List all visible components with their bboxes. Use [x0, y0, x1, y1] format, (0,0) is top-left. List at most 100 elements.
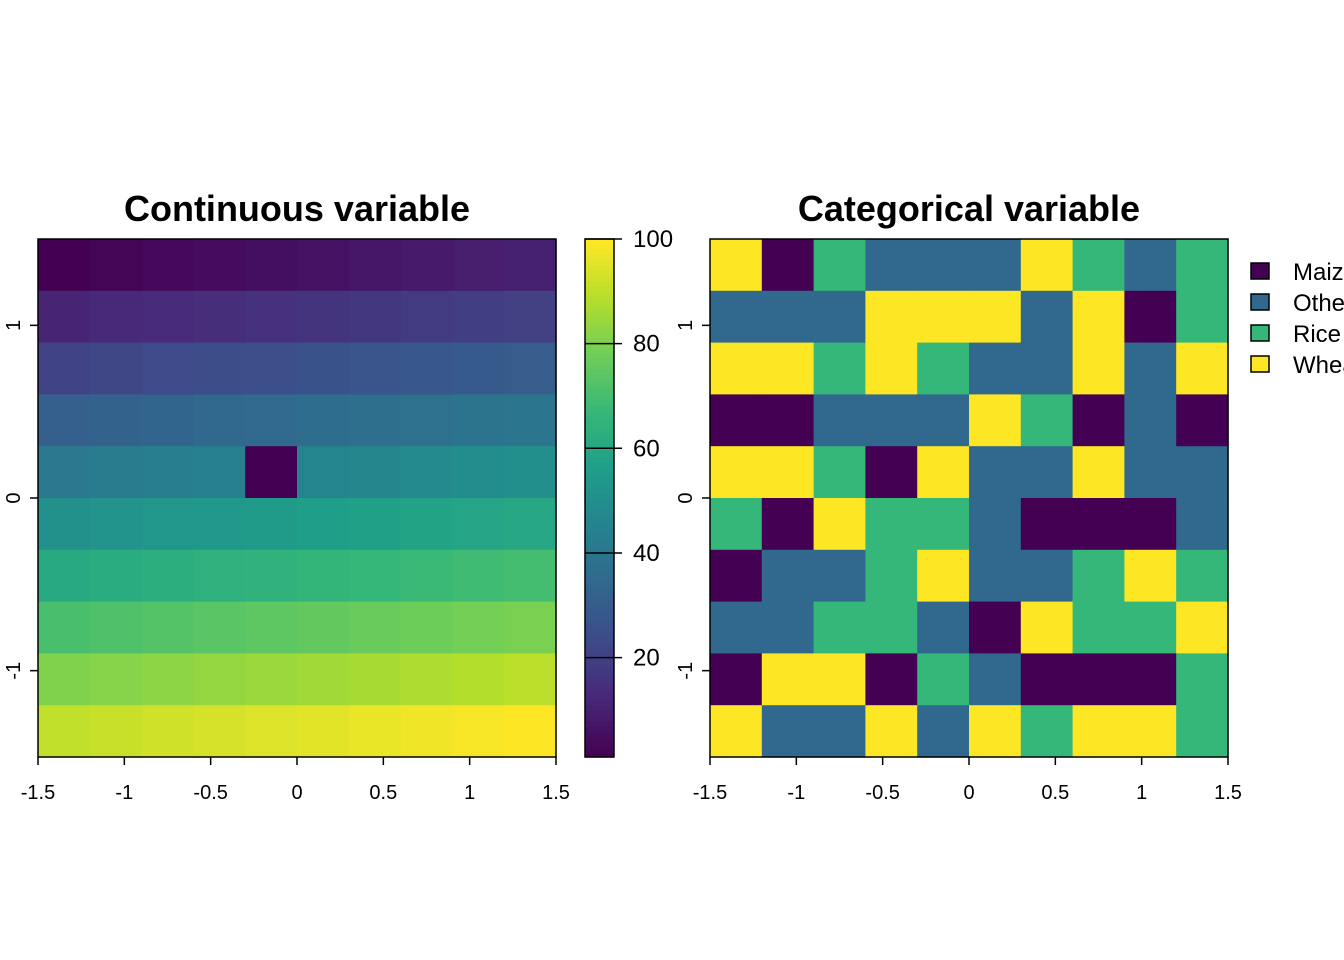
heatmap-cell	[1020, 342, 1074, 395]
heatmap-cell	[969, 705, 1022, 758]
colorbar-segment	[585, 415, 614, 421]
heatmap-cell	[969, 601, 1022, 654]
heatmap-cell	[245, 498, 298, 551]
heatmap-cell	[89, 601, 143, 654]
colorbar-segment	[585, 295, 614, 302]
heatmap-cell	[865, 290, 918, 344]
heatmap-cell	[245, 342, 298, 395]
heatmap-cell	[141, 549, 194, 603]
colorbar-segment	[585, 347, 614, 354]
colorbar-segment	[585, 591, 614, 598]
heatmap-cell	[400, 498, 453, 551]
colorbar-segment	[585, 332, 614, 339]
heatmap-cell	[1124, 342, 1177, 395]
colorbar-segment	[585, 409, 614, 416]
heatmap-cell	[141, 705, 194, 758]
heatmap-cell	[969, 239, 1022, 292]
colorbar-tick-label: 100	[633, 226, 673, 253]
heatmap-cell	[193, 653, 246, 706]
heatmap-cell	[761, 239, 815, 292]
heatmap-cell	[1072, 653, 1125, 706]
heatmap-cell	[504, 290, 557, 344]
heatmap-cell	[1176, 342, 1229, 395]
heatmap-cell	[504, 601, 557, 654]
x-tick-label: -0.5	[865, 782, 899, 804]
colorbar-segment	[585, 674, 614, 680]
heatmap-cell	[917, 498, 970, 551]
heatmap-cell	[1020, 601, 1074, 654]
colorbar-segment	[585, 534, 614, 541]
colorbar-tick-label: 60	[633, 435, 660, 462]
legend-label: Maize	[1293, 259, 1344, 286]
x-tick-label: -1.5	[693, 782, 727, 804]
continuous-heatmap: -1.5 -1 -0.5 0 0.5 1 1.5 -1 0 1	[3, 238, 570, 804]
heatmap-cell	[1020, 498, 1074, 551]
heatmap-cell	[141, 342, 194, 395]
heatmap-cell	[193, 239, 246, 292]
heatmap-cell	[917, 601, 970, 654]
colorbar-segment	[585, 368, 614, 375]
heatmap-cell	[761, 705, 815, 758]
x-tick-label: 1.5	[542, 782, 570, 804]
colorbar-segment	[585, 363, 614, 370]
heatmap-cell	[761, 290, 815, 344]
heatmap-cell	[761, 342, 815, 395]
colorbar-segment	[585, 327, 614, 333]
colorbar-segment	[585, 643, 614, 649]
colorbar-segment	[585, 477, 614, 484]
heatmap-cell	[193, 705, 246, 758]
colorbar-segment	[585, 285, 614, 292]
categorical-heatmap: -1.5 -1 -0.5 0 0.5 1 1.5 -1 0 1	[675, 238, 1242, 804]
heatmap-cell	[193, 290, 246, 344]
colorbar-segment	[585, 311, 614, 318]
colorbar-segment	[585, 684, 614, 691]
legend-swatch	[1250, 262, 1270, 280]
heatmap-cell	[1020, 705, 1074, 758]
heatmap-cell	[917, 239, 970, 292]
heatmap-cell	[710, 601, 763, 654]
colorbar-segment	[585, 321, 614, 328]
colorbar-segment	[585, 503, 614, 509]
heatmap-cell	[89, 653, 143, 706]
heatmap-cell	[917, 705, 970, 758]
colorbar-segment	[585, 389, 614, 395]
heatmap-cell	[813, 705, 866, 758]
x-tick-label: 1	[464, 782, 475, 804]
colorbar-segment	[585, 565, 614, 572]
heatmap-cell	[193, 601, 246, 654]
colorbar: 20 40 60 80 100	[584, 226, 673, 758]
heatmap-cell	[348, 549, 402, 603]
heatmap-cell	[38, 394, 91, 447]
colorbar-segment	[585, 280, 614, 287]
heatmap-cell	[917, 290, 970, 344]
x-tick-label: -1	[115, 782, 133, 804]
heatmap-cell	[917, 549, 970, 603]
colorbar-segment	[585, 720, 614, 727]
colorbar-segment	[585, 554, 614, 561]
colorbar-segment	[585, 746, 614, 753]
x-tick-label: 0	[963, 782, 974, 804]
heatmap-cell	[400, 653, 453, 706]
heatmap-cell	[813, 239, 866, 292]
heatmap-cell	[348, 601, 402, 654]
colorbar-segment	[585, 394, 614, 401]
colorbar-segment	[585, 270, 614, 276]
heatmap-cell	[865, 549, 918, 603]
heatmap-cell	[89, 239, 143, 292]
heatmap-cell	[1072, 342, 1125, 395]
colorbar-segment	[585, 239, 614, 245]
heatmap-cell	[400, 239, 453, 292]
heatmap-cell	[1176, 549, 1229, 603]
colorbar-segment	[585, 663, 614, 670]
colorbar-segment	[585, 244, 614, 250]
heatmap-cell	[1124, 601, 1177, 654]
heatmap-cell	[1124, 549, 1177, 603]
heatmap-cell	[193, 394, 246, 447]
colorbar-segment	[585, 451, 614, 458]
colorbar-segment	[585, 264, 614, 271]
heatmap-cell	[452, 446, 505, 499]
colorbar-segment	[585, 384, 614, 390]
heatmap-cell	[141, 394, 194, 447]
heatmap-cell	[89, 394, 143, 447]
